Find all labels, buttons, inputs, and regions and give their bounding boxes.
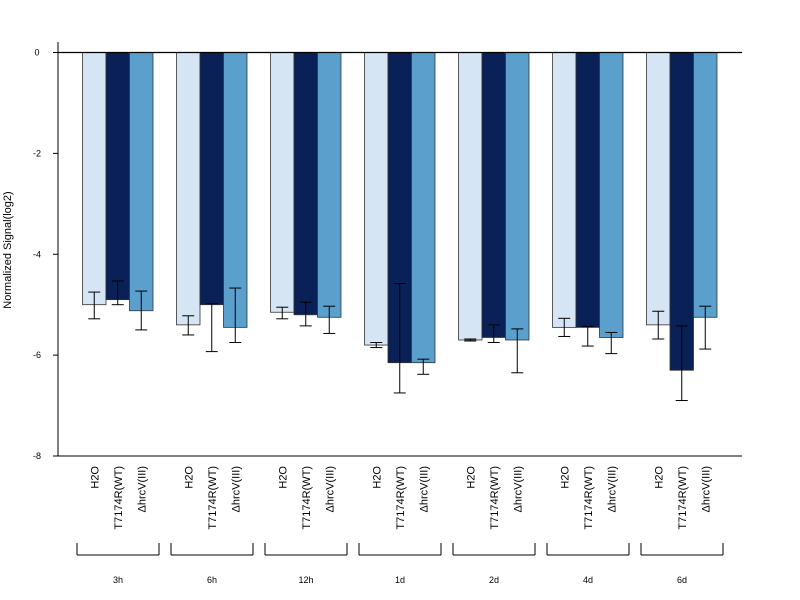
category-label: ΔhrcV(III) bbox=[418, 466, 430, 512]
y-axis: 0 -2 -4 -6 -8 bbox=[33, 42, 742, 461]
bar-6h-t7174r-wt bbox=[199, 52, 224, 306]
bar-4d-t7174r-wt bbox=[575, 52, 600, 328]
bar-3h-hrcv-iii bbox=[129, 52, 154, 312]
category-label: T7174R(WT) bbox=[677, 466, 689, 530]
bar-6h-hrcv-iii bbox=[223, 52, 248, 328]
group-label: 12h bbox=[298, 575, 313, 585]
category-label: H2O bbox=[89, 466, 101, 489]
error-bar-6d-hrcv-iii bbox=[699, 305, 712, 350]
error-bar-6h-h2o bbox=[182, 315, 195, 336]
bar-3h-h2o bbox=[82, 52, 107, 306]
category-label: H2O bbox=[277, 466, 289, 489]
group-bracket-1d bbox=[358, 543, 442, 556]
bar-12h-t7174r-wt bbox=[293, 52, 318, 316]
bar-6d-hrcv-iii bbox=[693, 52, 718, 318]
error-bar-12h-h2o bbox=[276, 306, 289, 320]
y-tick-label: -8 bbox=[33, 451, 41, 461]
bar-2d-h2o bbox=[458, 52, 483, 341]
group-label: 6d bbox=[677, 575, 687, 585]
category-label: H2O bbox=[653, 466, 665, 489]
group-label: 4d bbox=[583, 575, 593, 585]
category-label: T7174R(WT) bbox=[207, 466, 219, 530]
error-bar-12h-t7174r-wt bbox=[299, 301, 312, 327]
bar-3h-t7174r-wt bbox=[105, 52, 130, 301]
category-label: T7174R(WT) bbox=[489, 466, 501, 530]
y-tick-label: -6 bbox=[33, 350, 41, 360]
group-bracket-6d bbox=[640, 543, 724, 556]
x-axis: H2O T7174R(WT) ΔhrcV(III) H2O T7174R(WT) Δhrc… bbox=[76, 466, 724, 585]
error-bar-6d-t7174r-wt bbox=[675, 325, 688, 402]
error-bar-6h-t7174r-wt bbox=[205, 303, 218, 353]
category-label: ΔhrcV(III) bbox=[700, 466, 712, 512]
error-bar-2d-t7174r-wt bbox=[487, 324, 500, 344]
group-label: 1d bbox=[395, 575, 405, 585]
category-label: T7174R(WT) bbox=[301, 466, 313, 530]
category-label: ΔhrcV(III) bbox=[230, 466, 242, 512]
group-bracket-12h bbox=[264, 543, 348, 556]
category-label: ΔhrcV(III) bbox=[606, 466, 618, 512]
error-bar-3h-hrcv-iii bbox=[135, 290, 148, 331]
error-bar-4d-h2o bbox=[558, 317, 571, 337]
bar-12h-h2o bbox=[270, 52, 295, 313]
category-label: H2O bbox=[559, 466, 571, 489]
bar-6d-h2o bbox=[646, 52, 671, 326]
bar-12h-hrcv-iii bbox=[317, 52, 342, 318]
category-label: H2O bbox=[183, 466, 195, 489]
group-label: 3h bbox=[113, 575, 123, 585]
y-axis-title: Normalized Signal(log2) bbox=[2, 191, 14, 308]
error-bar-12h-hrcv-iii bbox=[323, 305, 336, 334]
error-bar-6h-hrcv-iii bbox=[229, 287, 242, 344]
bar-2d-t7174r-wt bbox=[481, 52, 506, 338]
group-bracket-4d bbox=[546, 543, 630, 556]
category-label: T7174R(WT) bbox=[395, 466, 407, 530]
category-label: H2O bbox=[371, 466, 383, 489]
error-bar-1d-h2o bbox=[370, 342, 383, 349]
bar-1d-hrcv-iii bbox=[411, 52, 436, 364]
group-bracket-2d bbox=[452, 543, 536, 556]
error-bar-1d-hrcv-iii bbox=[417, 358, 430, 375]
error-bar-2d-hrcv-iii bbox=[511, 328, 524, 374]
category-label: ΔhrcV(III) bbox=[324, 466, 336, 512]
error-bar-6d-h2o bbox=[652, 310, 665, 340]
group-bracket-3h bbox=[76, 543, 160, 556]
error-bar-1d-t7174r-wt bbox=[393, 283, 406, 394]
error-bar-4d-t7174r-wt bbox=[581, 325, 594, 347]
error-bar-3h-h2o bbox=[88, 291, 101, 320]
bar-6h-h2o bbox=[176, 52, 201, 326]
group-label: 6h bbox=[207, 575, 217, 585]
bar-6d-t7174r-wt bbox=[669, 52, 694, 371]
bar-1d-h2o bbox=[364, 52, 389, 346]
error-bar-2d-h2o bbox=[464, 338, 477, 342]
y-tick-label: -4 bbox=[33, 249, 41, 259]
category-label: ΔhrcV(III) bbox=[136, 466, 148, 512]
category-label: H2O bbox=[465, 466, 477, 489]
group-label: 2d bbox=[489, 575, 499, 585]
error-bar-3h-t7174r-wt bbox=[111, 280, 124, 306]
bar-4d-h2o bbox=[552, 52, 577, 328]
category-label: T7174R(WT) bbox=[113, 466, 125, 530]
error-bar-4d-hrcv-iii bbox=[605, 331, 618, 355]
bar-4d-hrcv-iii bbox=[599, 52, 624, 338]
y-tick-label: 0 bbox=[34, 48, 39, 58]
group-bracket-6h bbox=[170, 543, 254, 556]
bar-2d-hrcv-iii bbox=[505, 52, 530, 341]
plot-area bbox=[58, 51, 742, 402]
y-tick-label: -2 bbox=[33, 148, 41, 158]
category-label: ΔhrcV(III) bbox=[512, 466, 524, 512]
category-label: T7174R(WT) bbox=[583, 466, 595, 530]
